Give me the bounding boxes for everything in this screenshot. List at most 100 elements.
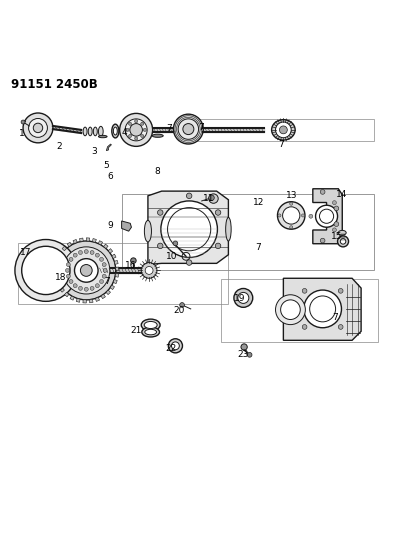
Polygon shape [114,260,118,264]
Polygon shape [112,254,116,259]
Polygon shape [56,282,61,287]
Circle shape [320,190,325,194]
Ellipse shape [141,319,160,331]
Ellipse shape [56,251,61,289]
Circle shape [73,284,77,288]
Text: 20: 20 [174,306,185,315]
Circle shape [78,286,82,290]
Ellipse shape [226,217,231,241]
Circle shape [277,201,305,229]
Circle shape [186,193,192,199]
Polygon shape [58,251,63,256]
Ellipse shape [51,247,58,294]
Circle shape [209,194,218,203]
Ellipse shape [338,230,346,235]
Circle shape [275,295,305,325]
Circle shape [186,260,192,265]
Circle shape [103,269,107,272]
Polygon shape [54,264,58,268]
Text: 91151 2450B: 91151 2450B [11,78,97,91]
Polygon shape [283,278,361,340]
Circle shape [22,246,70,295]
Text: 7: 7 [332,313,338,322]
Ellipse shape [144,220,151,242]
Circle shape [135,120,138,123]
Circle shape [100,257,104,261]
Circle shape [334,222,339,227]
Circle shape [84,249,88,254]
Circle shape [21,120,25,124]
Circle shape [95,253,99,257]
Circle shape [78,251,82,254]
Text: 6: 6 [107,172,113,181]
Text: 2: 2 [56,142,61,151]
Polygon shape [70,296,74,300]
Circle shape [168,339,182,353]
Polygon shape [80,238,83,241]
Circle shape [178,119,199,139]
Polygon shape [95,297,100,302]
Text: 13: 13 [286,190,298,199]
Text: 16: 16 [125,261,137,270]
Circle shape [90,251,94,254]
Circle shape [215,243,221,248]
Circle shape [120,114,152,147]
Circle shape [73,253,77,257]
Circle shape [65,269,69,272]
Polygon shape [62,246,67,251]
Text: 21: 21 [130,326,142,335]
Circle shape [130,124,142,136]
Text: 9: 9 [107,221,113,230]
Ellipse shape [113,127,117,135]
Circle shape [282,207,300,224]
Circle shape [125,119,147,141]
Circle shape [333,228,336,232]
Circle shape [215,210,221,215]
Circle shape [74,259,98,282]
Polygon shape [93,239,97,243]
Circle shape [141,134,144,138]
Ellipse shape [98,126,103,136]
Circle shape [241,344,247,350]
Text: 8: 8 [154,167,160,176]
Text: 14: 14 [336,190,347,199]
Text: 10: 10 [166,252,177,261]
Circle shape [173,114,203,144]
Circle shape [302,325,307,329]
Polygon shape [101,294,106,298]
Circle shape [128,134,132,138]
Text: 22: 22 [166,344,177,353]
Circle shape [316,205,338,227]
Polygon shape [55,257,59,261]
Ellipse shape [83,127,87,136]
Circle shape [67,263,70,266]
Circle shape [281,300,300,319]
Circle shape [301,214,305,217]
Text: 1: 1 [19,130,25,138]
Circle shape [69,279,73,284]
Circle shape [80,264,92,276]
Circle shape [278,214,281,217]
Circle shape [143,128,146,132]
Circle shape [183,124,194,135]
Polygon shape [104,244,108,248]
Circle shape [290,202,293,205]
Circle shape [304,290,342,328]
Polygon shape [98,241,102,245]
Circle shape [158,210,163,215]
Text: 23: 23 [238,350,249,359]
Text: 12: 12 [253,198,265,207]
Circle shape [173,241,178,246]
Circle shape [247,352,252,357]
Text: 7: 7 [105,277,110,286]
Text: 15: 15 [331,232,342,241]
Polygon shape [108,248,113,253]
Circle shape [338,288,343,293]
Circle shape [63,247,110,294]
Ellipse shape [98,135,107,138]
Circle shape [33,123,43,133]
Ellipse shape [271,120,295,140]
Ellipse shape [152,134,163,138]
Circle shape [238,293,249,303]
Text: 18: 18 [55,272,66,281]
